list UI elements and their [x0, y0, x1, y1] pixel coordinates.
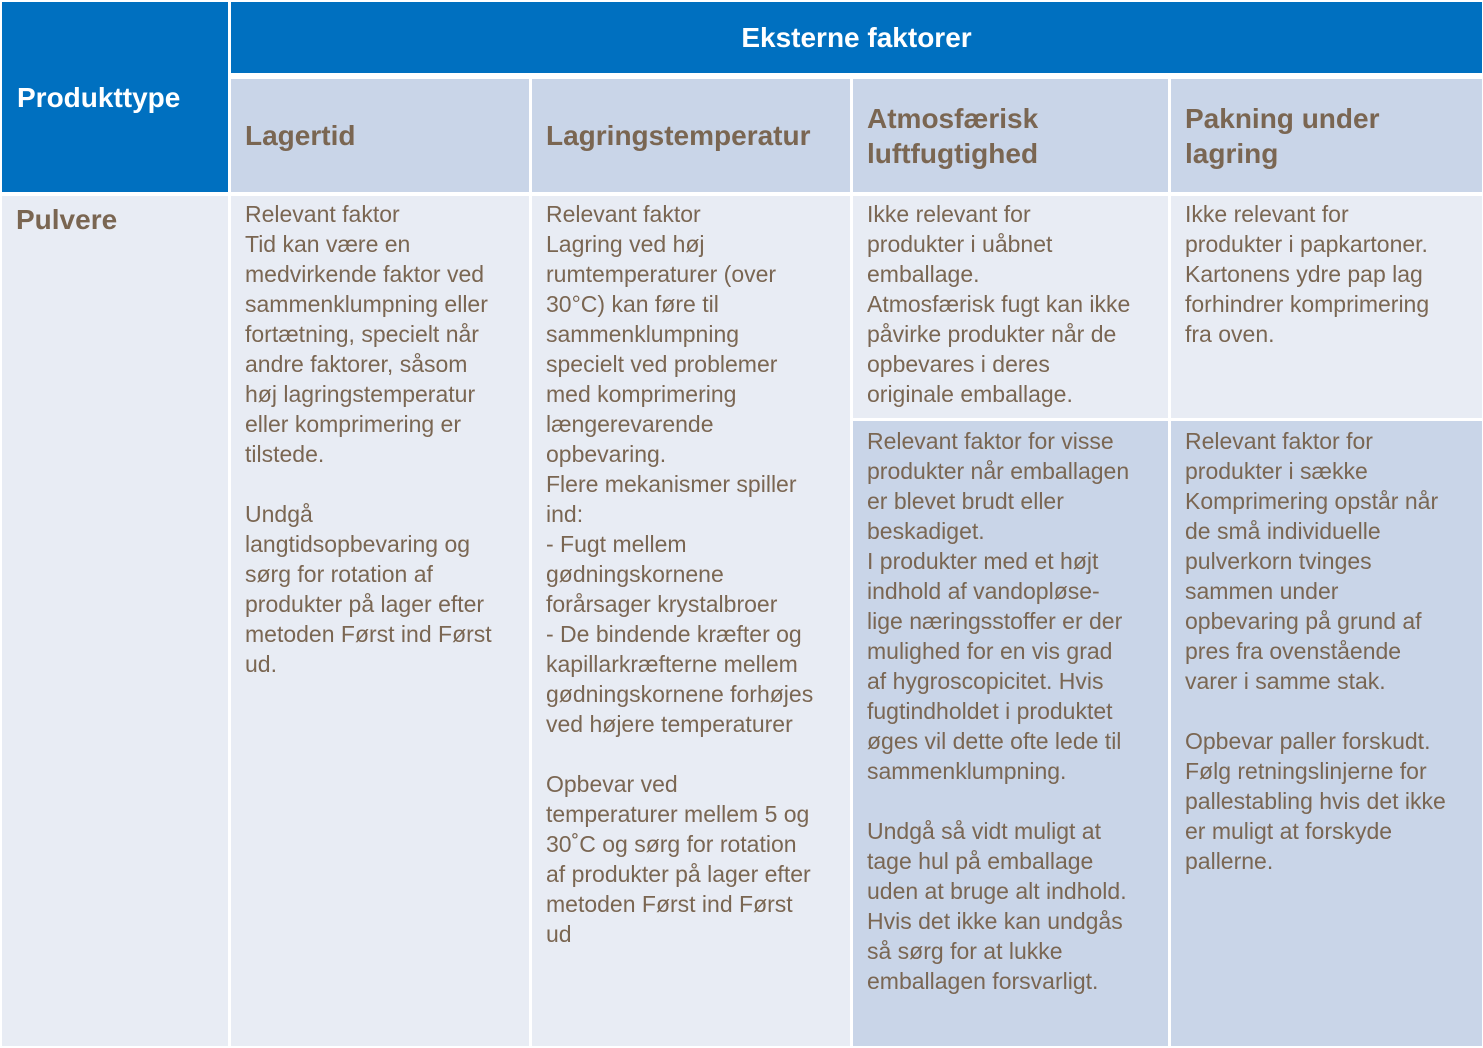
- cell-pakning-karton: Ikke relevant for produkter i papkartone…: [1171, 196, 1482, 418]
- column-header-lagertid: Lagertid: [231, 79, 529, 192]
- column-label: Atmosfærisk luftfugtighed: [867, 102, 1039, 169]
- header-produkttype: Produkttype: [2, 2, 228, 192]
- column-header-pakning: Pakning under lagring: [1171, 79, 1482, 192]
- column-header-lagringstemperatur: Lagringstemperatur: [532, 79, 850, 192]
- column-label: Lagringstemperatur: [546, 120, 811, 151]
- cell-pakning-saekke: Relevant faktor for produkter i sække Ko…: [1171, 421, 1482, 1046]
- cell-lagringstemperatur: Relevant faktor Lagring ved høj rumtempe…: [532, 196, 850, 1046]
- cell-fugt-uabnet: Ikke relevant for produkter i uåbnet emb…: [853, 196, 1168, 418]
- row-label-pulvere: Pulvere: [2, 196, 228, 1046]
- column-header-luftfugtighed: Atmosfærisk luftfugtighed: [853, 79, 1168, 192]
- column-label: Pakning under lagring: [1185, 102, 1380, 169]
- column-label: Lagertid: [245, 120, 356, 151]
- cell-lagertid: Relevant faktor Tid kan være en medvirke…: [231, 196, 529, 1046]
- cell-fugt-brudt: Relevant faktor for visse produkter når …: [853, 421, 1168, 1046]
- header-eksterne-faktorer: Eksterne faktorer: [231, 2, 1482, 73]
